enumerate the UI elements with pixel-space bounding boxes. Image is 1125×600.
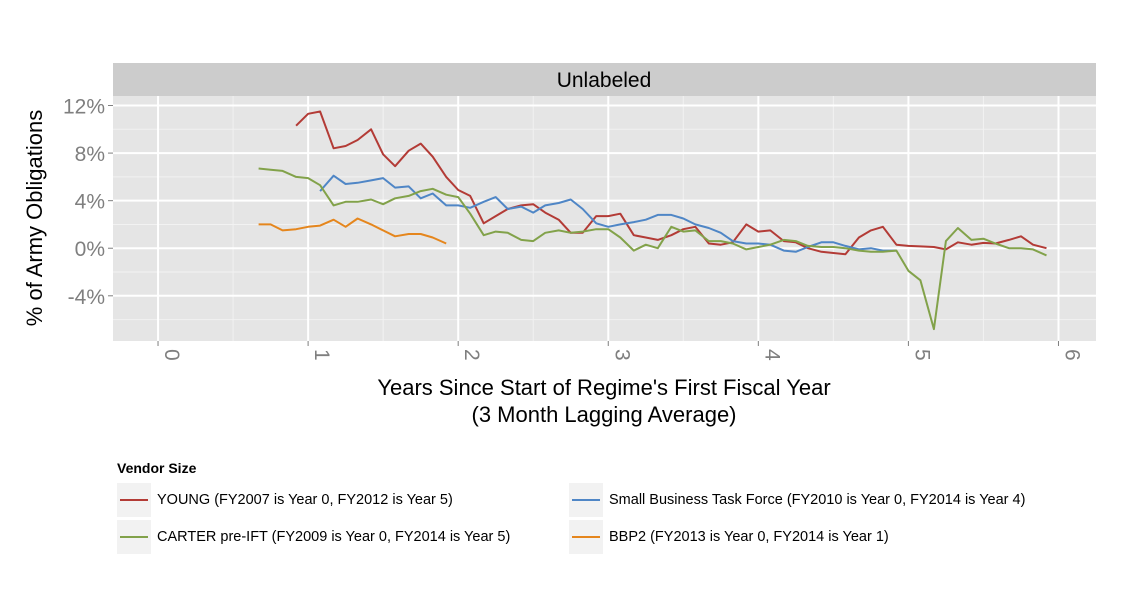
x-tick-label: 4 [760, 349, 783, 361]
series-lines [258, 110, 1047, 331]
legend-key-carter [117, 520, 151, 554]
legend-label-carter: CARTER pre-IFT (FY2009 is Year 0, FY2014… [157, 529, 511, 545]
x-tick-label: 5 [910, 349, 933, 361]
y-tick-label: 8% [75, 143, 105, 166]
series-line-1 [319, 174, 897, 253]
legend-key-young [117, 483, 151, 517]
y-tick-label: 4% [75, 191, 105, 214]
series-line-3 [258, 217, 447, 245]
legend-item-young: YOUNG (FY2007 is Year 0, FY2012 is Year … [117, 483, 453, 517]
legend-item-carter: CARTER pre-IFT (FY2009 is Year 0, FY2014… [117, 520, 510, 554]
x-axis-sublabel: (3 Month Lagging Average) [472, 402, 737, 427]
x-tick-label: 6 [1060, 349, 1083, 361]
legend-swatch-bbp2 [572, 536, 600, 538]
panel-strip-label: Unlabeled [557, 69, 652, 92]
x-tick-label: 1 [310, 349, 333, 361]
x-tick-label: 0 [160, 349, 183, 361]
plot-background [113, 96, 1096, 341]
y-axis-label: % of Army Obligations [22, 110, 47, 326]
y-tick-label: 0% [75, 238, 105, 261]
series-line-2 [258, 167, 1047, 331]
legend-swatch-carter [120, 536, 148, 538]
y-axis-ticks: -4% 0% 4% 8% 12% [63, 96, 113, 309]
legend-swatch-small-business [572, 499, 600, 501]
x-tick-label: 2 [460, 349, 483, 361]
panel-strip [113, 63, 1096, 96]
y-tick-label: -4% [68, 286, 105, 309]
legend-item-small-business: Small Business Task Force (FY2010 is Yea… [569, 483, 1025, 517]
legend-item-bbp2: BBP2 (FY2013 is Year 0, FY2014 is Year 1… [569, 520, 889, 554]
legend-title: Vendor Size [117, 460, 197, 476]
legend-swatch-young [120, 499, 148, 501]
x-tick-label: 3 [610, 349, 633, 361]
legend-label-small-business: Small Business Task Force (FY2010 is Yea… [609, 492, 1026, 508]
legend-label-bbp2: BBP2 (FY2013 is Year 0, FY2014 is Year 1… [609, 529, 889, 545]
legend-key-bbp2 [569, 520, 603, 554]
legend-label-young: YOUNG (FY2007 is Year 0, FY2012 is Year … [157, 492, 453, 508]
x-axis-ticks: 0 1 2 3 4 5 6 [157, 341, 1083, 361]
legend: Vendor Size YOUNG (FY2007 is Year 0, FY2… [117, 458, 1117, 598]
legend-key-small-business [569, 483, 603, 517]
x-axis-label: Years Since Start of Regime's First Fisc… [377, 375, 830, 400]
series-line-0 [295, 110, 1047, 256]
y-tick-label: 12% [63, 96, 105, 119]
